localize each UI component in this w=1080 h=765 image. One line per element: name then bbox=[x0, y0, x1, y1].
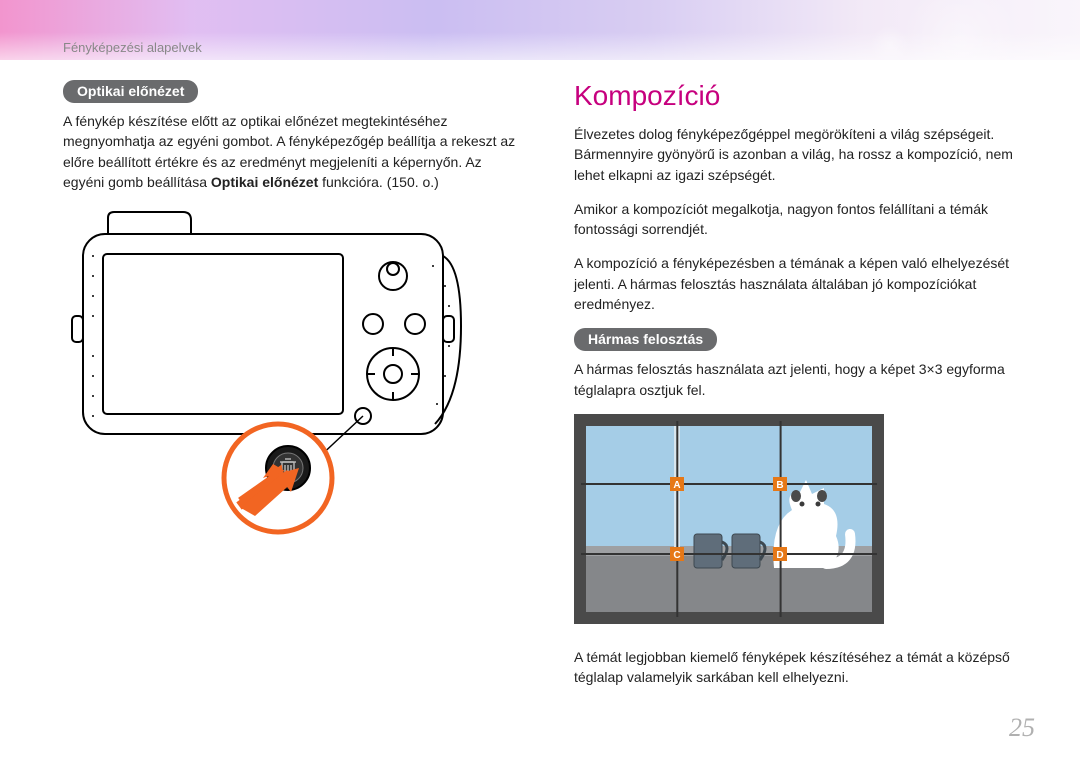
text-bold: Optikai előnézet bbox=[211, 174, 318, 190]
right-column: Kompozíció Élvezetes dolog fényképezőgép… bbox=[574, 80, 1030, 735]
rule-of-thirds-figure: A B C D bbox=[574, 414, 1030, 629]
pill-optical-preview: Optikai előnézet bbox=[63, 80, 198, 103]
grid-label-b: B bbox=[776, 480, 783, 491]
text-run: funkcióra. (150. o.) bbox=[318, 174, 439, 190]
right-para4: A hármas felosztás használata azt jelent… bbox=[574, 359, 1030, 400]
page-number: 25 bbox=[1009, 713, 1035, 743]
left-paragraph: A fénykép készítése előtt az optikai elő… bbox=[63, 111, 519, 192]
grid-label-a: A bbox=[673, 480, 680, 491]
right-para3: A kompozíció a fényképezésben a témának … bbox=[574, 253, 1030, 314]
grid-label-d: D bbox=[776, 550, 783, 561]
breadcrumb: Fényképezési alapelvek bbox=[63, 40, 202, 55]
right-para1: Élvezetes dolog fényképezőgéppel megörök… bbox=[574, 124, 1030, 185]
grid-label-c: C bbox=[673, 550, 680, 561]
left-column: Optikai előnézet A fénykép készítése elő… bbox=[63, 80, 519, 735]
camera-figure bbox=[63, 206, 519, 541]
right-para5: A témát legjobban kiemelő fényképek kész… bbox=[574, 647, 1030, 688]
content-area: Optikai előnézet A fénykép készítése elő… bbox=[63, 80, 1030, 735]
section-title-composition: Kompozíció bbox=[574, 80, 1030, 112]
pill-rule-of-thirds: Hármas felosztás bbox=[574, 328, 717, 351]
right-para2: Amikor a kompozíciót megalkotja, nagyon … bbox=[574, 199, 1030, 240]
